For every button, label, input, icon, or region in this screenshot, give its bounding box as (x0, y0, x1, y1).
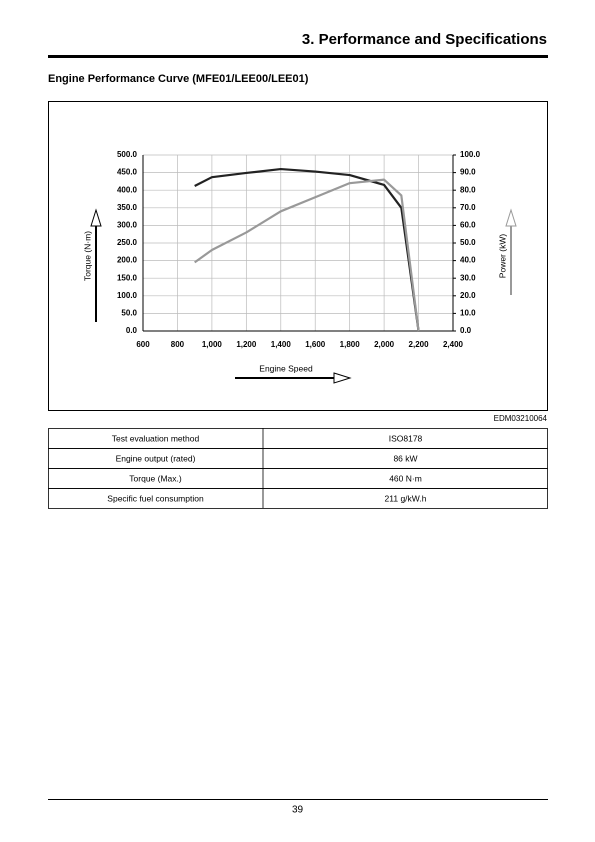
table-cell: Test evaluation method (112, 433, 200, 443)
y2-arrow-head (505, 208, 517, 227)
table-cell: ISO8178 (389, 433, 423, 443)
data-line (194, 167, 420, 332)
section-title: Engine Performance Curve (MFE01/LEE00/LE… (48, 73, 309, 85)
header-title: 3. Performance and Specifications (302, 31, 547, 48)
y2-axis-label: Power (kW) (497, 234, 507, 279)
y-tick-label: 50.0 (121, 309, 137, 318)
y2-tick-label: 0.0 (460, 326, 472, 335)
header-rule (48, 55, 548, 58)
chart-frame (48, 101, 548, 411)
y-tick-label: 300.0 (117, 221, 138, 230)
y-tick-label: 100.0 (117, 291, 138, 300)
y-arrow-head (90, 208, 102, 227)
x-tick-label: 1,800 (340, 340, 361, 349)
x-tick-label: 800 (171, 340, 185, 349)
table-cell: 211 g/kW.h (385, 493, 427, 503)
spec-table: Test evaluation method ISO8178 Engine outp… (48, 428, 548, 509)
y2-tick-label: 90.0 (460, 168, 476, 177)
y2-tick-label: 20.0 (460, 291, 476, 300)
x-tick-label: 2,000 (374, 340, 395, 349)
y2-tick-label: 80.0 (460, 185, 476, 194)
y2-tick-label: 60.0 (460, 221, 476, 230)
x-axis-label: Engine Speed (259, 363, 313, 373)
y-tick-label: 150.0 (117, 273, 138, 282)
y2-tick-label: 100.0 (460, 150, 481, 159)
data-line (194, 178, 420, 332)
x-tick-label: 600 (136, 340, 150, 349)
x-tick-label: 1,200 (236, 340, 257, 349)
x-tick-label: 2,200 (409, 340, 430, 349)
table-cell: 460 N·m (389, 473, 422, 483)
y2-tick-label: 10.0 (460, 309, 476, 318)
x-tick-label: 1,600 (305, 340, 326, 349)
y-tick-label: 350.0 (117, 203, 138, 212)
figure-code: EDM03210064 (494, 414, 548, 423)
y-tick-label: 400.0 (117, 185, 138, 194)
x-tick-label: 1,400 (271, 340, 292, 349)
y-tick-label: 200.0 (117, 256, 138, 265)
table-row (48, 488, 548, 509)
y-axis-label: Torque (N·m) (82, 231, 92, 281)
y2-tick-label: 50.0 (460, 238, 476, 247)
y2-tick-label: 30.0 (460, 273, 476, 282)
table-cell: Specific fuel consumption (107, 493, 204, 503)
y2-tick-label: 40.0 (460, 256, 476, 265)
y-tick-label: 500.0 (117, 150, 138, 159)
y-tick-label: 0.0 (126, 326, 138, 335)
y-tick-label: 250.0 (117, 238, 138, 247)
x-arrow-head (333, 372, 352, 384)
table-cell: Engine output (rated) (116, 453, 196, 463)
table-cell: Torque (Max.) (129, 473, 182, 483)
table-cell: 86 kW (393, 453, 417, 463)
x-tick-label: 2,400 (443, 340, 464, 349)
y2-tick-label: 70.0 (460, 203, 476, 212)
plot: 600 800 1,000 1,200 1,400 1,600 1,800 2,000 2,20… (117, 150, 481, 349)
y-tick-label: 450.0 (117, 168, 138, 177)
x-tick-label: 1,000 (202, 340, 223, 349)
page-number: 39 (292, 805, 304, 816)
